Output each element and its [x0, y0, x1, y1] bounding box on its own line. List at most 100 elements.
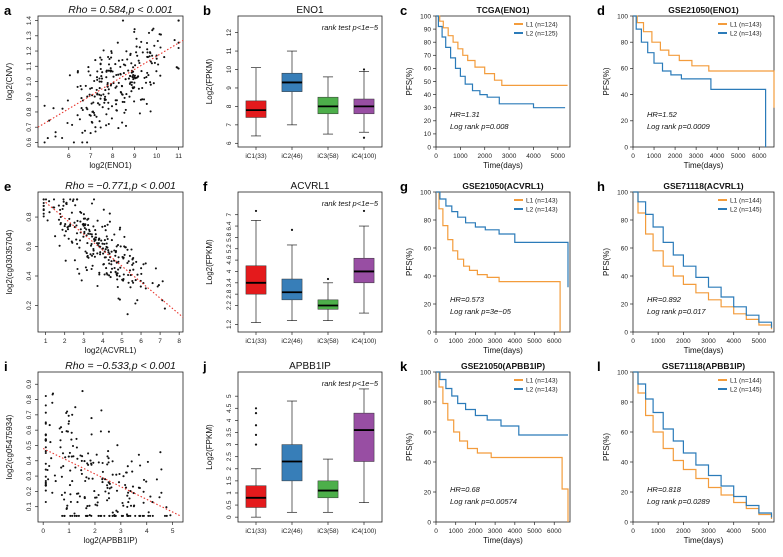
scatter-point	[109, 67, 112, 70]
scatter-point	[102, 208, 105, 211]
rank-test-annotation: rank test p<1e−5	[322, 199, 379, 208]
outlier-point	[254, 424, 258, 427]
y-axis-label: Log2(FPKM)	[205, 424, 214, 470]
survival-panel-d: d GSE21050(ENO1)0 1000 2000 3000 4000 5000 6000…	[597, 3, 775, 170]
scatter-point	[133, 100, 136, 103]
scatter-point	[86, 514, 89, 517]
scatter-point	[93, 79, 96, 83]
scatter-point	[101, 470, 104, 473]
scatter-point	[58, 427, 61, 430]
scatter-point	[107, 101, 110, 104]
y-tick-label: 0.9	[26, 379, 33, 388]
scatter-point	[126, 261, 129, 265]
scatter-point	[61, 136, 64, 140]
scatter-point	[92, 198, 96, 201]
panel-letter: g	[400, 179, 408, 194]
scatter-point	[99, 251, 102, 254]
scatter-point	[62, 200, 65, 203]
x-tick-label: 4000	[726, 528, 741, 535]
scatter-point	[100, 239, 103, 242]
scatter-point	[101, 242, 104, 245]
scatter-point	[151, 282, 154, 285]
scatter-point	[79, 84, 82, 88]
scatter-point	[155, 478, 158, 481]
scatter-point	[65, 201, 68, 204]
scatter-title: Rho = −0.771,p < 0.001	[65, 180, 176, 192]
scatter-point	[114, 254, 117, 257]
scatter-point	[87, 224, 90, 227]
scatter-point	[127, 260, 130, 263]
scatter-point	[61, 228, 64, 231]
scatter-point	[149, 52, 152, 55]
scatter-point	[99, 97, 102, 100]
scatter-point	[109, 69, 112, 72]
scatter-point	[90, 514, 93, 517]
scatter-point	[105, 69, 108, 73]
scatter-point	[44, 462, 47, 465]
scatter-point	[95, 88, 98, 91]
scatter-point	[97, 493, 100, 497]
scatter-point	[87, 477, 90, 480]
scatter-point	[160, 468, 163, 471]
scatter-point	[69, 198, 72, 201]
scatter-point	[92, 225, 95, 228]
scatter-point	[117, 81, 120, 84]
scatter-point	[127, 281, 130, 284]
x-tick-label: 5000	[527, 338, 542, 345]
scatter-point	[96, 102, 100, 105]
scatter-point	[119, 73, 122, 76]
scatter-point	[97, 461, 100, 464]
scatter-point	[106, 273, 109, 276]
scatter-point	[149, 110, 152, 113]
scatter-point	[44, 479, 47, 483]
scatter-point	[103, 239, 106, 242]
hazard-ratio-label: HR=0.892	[647, 295, 682, 304]
plot-frame	[435, 371, 571, 523]
scatter-point	[73, 514, 76, 517]
y-axis-label: PFS(%)	[602, 248, 611, 276]
scatter-point	[94, 233, 97, 236]
y-tick-label: 60	[621, 245, 629, 252]
y-tick-label: 100	[617, 369, 628, 376]
category-label: iC1(33)	[245, 338, 266, 345]
y-tick-label: 40	[621, 273, 629, 280]
scatter-point	[102, 49, 105, 52]
scatter-point	[165, 506, 168, 509]
survival-title: GSE71118(ACVRL1)	[663, 181, 743, 191]
legend-entry: L2 (n=143)	[526, 207, 558, 214]
scatter-point	[107, 497, 111, 500]
scatter-point	[92, 111, 96, 114]
x-tick-label: 6	[139, 338, 143, 345]
scatter-point	[101, 461, 104, 465]
y-tick-label: 7	[226, 123, 233, 127]
scatter-point	[78, 246, 81, 249]
scatter-point	[44, 198, 48, 201]
scatter-point	[135, 76, 138, 79]
scatter-point	[42, 204, 45, 208]
scatter-point	[96, 284, 99, 288]
scatter-point	[146, 56, 149, 59]
scatter-point	[151, 54, 154, 57]
scatter-point	[97, 514, 100, 517]
scatter-point	[128, 254, 131, 257]
scatter-point	[59, 426, 63, 429]
scatter-point	[83, 460, 86, 463]
scatter-point	[92, 101, 95, 104]
scatter-point	[128, 497, 131, 500]
x-tick-label: 1000	[651, 528, 666, 535]
scatter-point	[132, 268, 135, 271]
scatter-point	[99, 67, 102, 71]
x-tick-label: 2000	[668, 153, 683, 160]
scatter-point	[69, 500, 72, 503]
y-tick-label: 0	[427, 519, 431, 526]
scatter-point	[126, 248, 129, 251]
scatter-point	[107, 249, 110, 252]
outlier-point	[362, 209, 366, 213]
scatter-point	[124, 64, 127, 67]
scatter-point	[104, 478, 107, 481]
scatter-point	[80, 97, 83, 100]
scatter-point	[102, 252, 105, 255]
scatter-point	[104, 256, 107, 259]
scatter-point	[106, 486, 109, 489]
scatter-point	[129, 81, 132, 84]
